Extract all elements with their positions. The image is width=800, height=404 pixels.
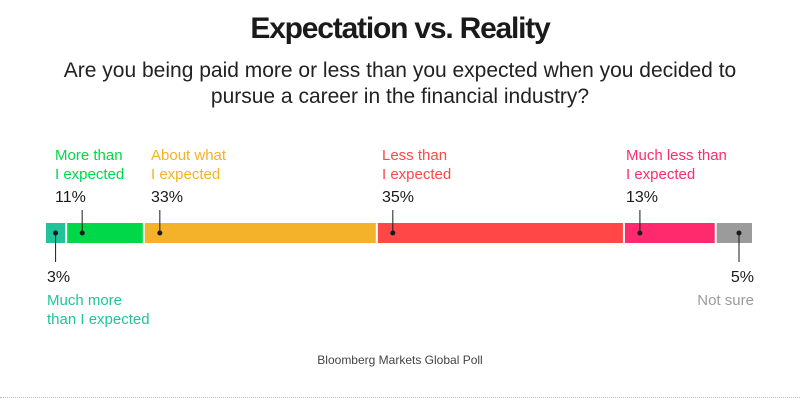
label-line: About what bbox=[151, 147, 227, 164]
above-2-marker-dot bbox=[157, 230, 163, 236]
label-percent: 3% bbox=[47, 269, 71, 286]
label-percent: 5% bbox=[730, 269, 754, 286]
label-about-what-expected: About what I expected 33% bbox=[151, 146, 226, 207]
chart-subtitle: Are you being paid more or less than you… bbox=[63, 59, 737, 108]
label-line: Much more bbox=[47, 292, 123, 309]
label-line: I expected bbox=[626, 166, 696, 183]
label-not-sure: 5% Not sure bbox=[697, 268, 754, 310]
label-line: Much less than bbox=[626, 147, 727, 164]
label-percent: 35% bbox=[382, 189, 415, 206]
label-percent: 33% bbox=[151, 189, 184, 206]
below-5-marker-dot bbox=[736, 230, 742, 236]
label-line: More than bbox=[55, 147, 123, 164]
above-1-marker-dot bbox=[79, 230, 85, 236]
below-0-marker-dot bbox=[53, 230, 59, 236]
label-much-more-than-expected: 3% Much more than I expected bbox=[47, 268, 150, 329]
bar-segment-less-than-i-expected bbox=[377, 223, 623, 243]
bar-segment-more-than-i-expected bbox=[67, 223, 143, 243]
label-line: than I expected bbox=[47, 311, 150, 328]
bar-segment-not-sure bbox=[716, 223, 752, 243]
above-4-marker-dot bbox=[637, 230, 643, 236]
bar-segment-about-what-i-expected bbox=[144, 223, 376, 243]
label-line: Less than bbox=[382, 147, 448, 164]
label-line: Not sure bbox=[697, 292, 754, 309]
label-more-than-expected: More than I expected 11% bbox=[55, 146, 124, 207]
bar-segment-much-less-than-i-expected bbox=[624, 223, 715, 243]
source-note: Bloomberg Markets Global Poll bbox=[317, 353, 483, 367]
label-much-less-than-expected: Much less than I expected 13% bbox=[626, 146, 727, 207]
bottom-divider bbox=[0, 397, 800, 398]
label-line: I expected bbox=[382, 166, 452, 183]
chart-title: Expectation vs. Reality bbox=[250, 12, 550, 45]
label-percent: 13% bbox=[626, 189, 659, 206]
label-line: I expected bbox=[55, 166, 125, 183]
label-less-than-expected: Less than I expected 35% bbox=[382, 146, 451, 207]
label-percent: 11% bbox=[55, 189, 86, 206]
label-line: I expected bbox=[151, 166, 221, 183]
above-3-marker-dot bbox=[390, 230, 396, 236]
